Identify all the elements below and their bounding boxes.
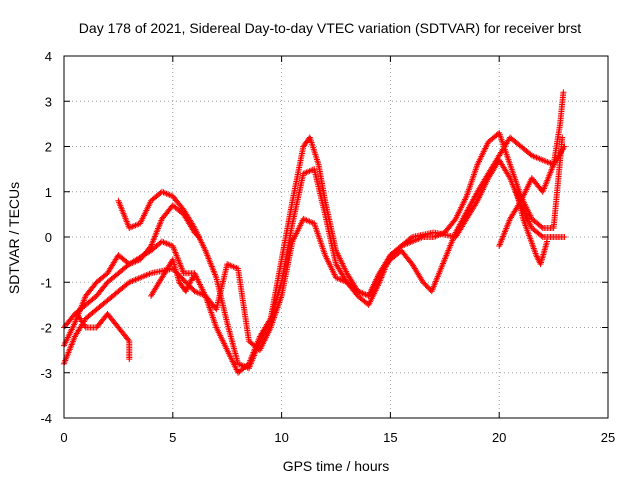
x-tick-label: 15 <box>383 430 397 445</box>
data-point <box>126 356 133 363</box>
series-arc-7 <box>513 188 551 268</box>
x-tick-label: 20 <box>492 430 506 445</box>
series-arc-6 <box>74 310 133 363</box>
x-axis-label: GPS time / hours <box>283 458 390 474</box>
series-arc-3 <box>61 157 568 376</box>
grid <box>64 56 608 418</box>
y-tick-label: -4 <box>40 411 52 426</box>
data-point <box>561 234 568 240</box>
y-tick-label: 0 <box>45 230 52 245</box>
data-point <box>538 232 545 239</box>
y-tick-label: -2 <box>40 321 52 336</box>
chart-title: Day 178 of 2021, Sidereal Day-to-day VTE… <box>79 20 581 36</box>
y-tick-label: 2 <box>45 140 52 155</box>
x-tick-label: 25 <box>601 430 615 445</box>
y-tick-label: -3 <box>40 366 52 381</box>
series-arc-8 <box>148 256 198 299</box>
x-tick-label: 0 <box>60 430 67 445</box>
data-point <box>561 143 568 150</box>
data-point <box>559 134 566 141</box>
data-marks <box>61 89 568 376</box>
data-point <box>125 336 132 343</box>
data-point <box>544 238 551 245</box>
axes: 0 5 10 15 20 25 -4 -3 -2 -1 0 1 2 3 4 <box>40 49 615 445</box>
x-tick-label: 10 <box>274 430 288 445</box>
y-tick-label: 4 <box>45 49 52 64</box>
x-tick-label: 5 <box>169 430 176 445</box>
y-axis-label: SDTVAR / TECUs <box>6 182 22 294</box>
y-tick-label: 3 <box>45 94 52 109</box>
y-tick-label: 1 <box>45 185 52 200</box>
series-arc-4 <box>61 134 568 354</box>
data-point <box>560 89 567 96</box>
data-point <box>191 274 198 281</box>
data-point <box>538 223 545 230</box>
y-tick-label: -1 <box>40 275 52 290</box>
data-point <box>407 235 414 242</box>
